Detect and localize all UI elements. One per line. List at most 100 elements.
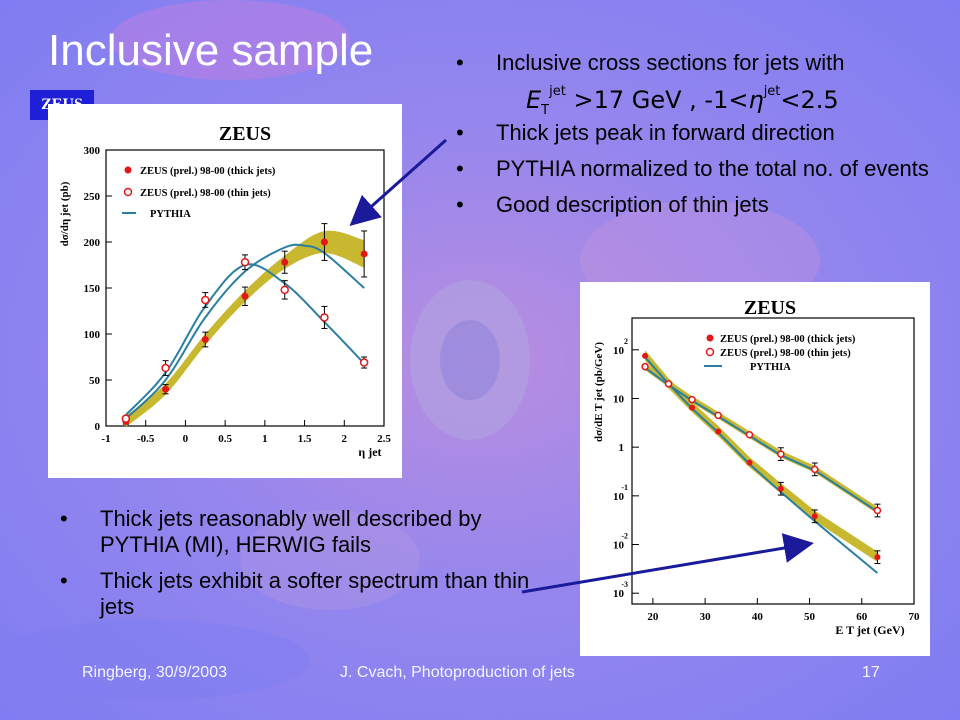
kinematic-cuts-formula: ETjet >17 GeV , -1<ηjet<2.5 (526, 84, 839, 118)
et-thick-point (811, 513, 818, 520)
et-legend-thin-marker (705, 347, 715, 357)
top-bullet-list: Inclusive cross sections for jets with T… (456, 50, 936, 228)
eta-x-tick-label: -0.5 (137, 433, 155, 445)
et-y-tick-label: 10 (613, 393, 625, 405)
et-thick-point (746, 459, 753, 466)
et-thick-band (645, 350, 878, 562)
et-y-tick-label: 10 (613, 491, 625, 503)
eta-thin-point (121, 414, 131, 423)
eta-x-tick-label: 0 (183, 433, 189, 445)
eta-thick-point (162, 385, 170, 393)
et-distribution-plot: ZEUS 10 2 10 1 10 -1 10 -2 10 -3 20 30 40 50 60 70 E T je… (580, 282, 930, 656)
et-x-axis-label: E T jet (GeV) (835, 623, 904, 637)
formula-eta-range: <2.5 (780, 86, 839, 114)
et-x-tick-label: 50 (804, 611, 816, 623)
footer-talk-title: J. Cvach, Photoproduction of jets (340, 664, 575, 681)
et-legend-thick-label: ZEUS (prel.) 98-00 (thick jets) (720, 334, 856, 345)
eta-x-tick-label: -1 (101, 433, 110, 445)
eta-x-tick-label: 1 (262, 433, 268, 445)
et-x-tick-label: 60 (856, 611, 868, 623)
et-thick-point (777, 485, 784, 492)
formula-et-range: >17 GeV , -1< (565, 86, 749, 114)
bullet-thick-forward: Thick jets peak in forward direction (456, 120, 936, 146)
et-y-tick-label: 10 (613, 345, 625, 357)
eta-thin-point (201, 295, 210, 305)
eta-legend-thick-label: ZEUS (prel.) 98-00 (thick jets) (140, 166, 276, 177)
eta-y-tick-label: 0 (95, 421, 101, 433)
eta-thick-point (320, 238, 328, 246)
eta-thin-point (320, 313, 329, 322)
et-legend-thin-label: ZEUS (prel.) 98-00 (thin jets) (720, 348, 851, 359)
et-y-tick-label: 1 (619, 442, 625, 454)
et-y-tick-label: 10 (613, 540, 625, 552)
eta-x-tick-label: 2 (342, 433, 348, 445)
eta-legend-pythia-label: PYTHIA (150, 209, 191, 220)
et-legend-pythia-label: PYTHIA (750, 362, 791, 373)
slide-title: Inclusive sample (48, 26, 374, 75)
et-thin-band (645, 363, 878, 514)
bottom-bullet-list: Thick jets reasonably well described by … (60, 506, 540, 630)
eta-y-tick-label: 300 (84, 145, 101, 157)
eta-thin-point (240, 257, 250, 267)
et-chart-title: ZEUS (744, 297, 796, 319)
et-thin-point (688, 395, 696, 404)
eta-thick-band (125, 230, 365, 427)
et-x-tick-label: 20 (647, 611, 659, 623)
et-x-tick-label: 30 (700, 611, 712, 623)
et-y-tick-exponent: -1 (621, 483, 628, 492)
et-y-tick-exponent: -2 (621, 532, 628, 541)
formula-eta-sup: jet (763, 84, 781, 99)
et-thick-point (642, 352, 649, 359)
et-y-axis-label: dσ/dE T jet (pb/GeV) (593, 342, 605, 442)
eta-thick-point (281, 258, 289, 266)
et-thick-point (715, 428, 722, 435)
bullet-thick-softer: Thick jets exhibit a softer spectrum tha… (60, 568, 540, 620)
footer-location-date: Ringberg, 30/9/2003 (82, 664, 227, 681)
eta-pythia-thick-curve (125, 243, 365, 420)
bullet-pythia-normalized: PYTHIA normalized to the total no. of ev… (456, 156, 936, 182)
eta-y-tick-label: 250 (84, 191, 101, 203)
eta-x-tick-label: 0.5 (218, 433, 232, 445)
et-thin-point (777, 450, 785, 458)
et-y-tick-exponent: 2 (624, 337, 628, 346)
eta-y-tick-label: 150 (84, 283, 101, 295)
eta-distribution-plot: ZEUS 0 50 100 150 200 250 300 -1 -0.5 0 0.5 1 1.5 2 2.5… (48, 104, 402, 478)
eta-thin-point (280, 285, 289, 295)
eta-x-tick-label: 1.5 (298, 433, 312, 445)
eta-thick-point (360, 250, 368, 258)
eta-y-tick-label: 100 (84, 329, 101, 341)
eta-x-tick-label: 2.5 (377, 433, 391, 445)
et-legend-thick-marker (706, 334, 714, 342)
eta-thin-point (161, 363, 170, 373)
eta-thin-point (359, 358, 369, 367)
et-thin-point (873, 506, 882, 515)
et-y-tick-exponent: -3 (621, 580, 628, 589)
bullet-cross-sections: Inclusive cross sections for jets with (456, 50, 936, 76)
et-x-tick-label: 70 (909, 611, 921, 623)
formula-eta: η (748, 86, 764, 114)
et-pythia-thick-curve (644, 356, 879, 574)
et-thick-point (689, 404, 696, 411)
et-thin-point (641, 362, 649, 371)
et-thin-point (664, 380, 673, 388)
eta-y-tick-label: 50 (89, 375, 101, 387)
eta-thick-point (201, 336, 209, 344)
et-thick-point (874, 554, 881, 561)
footer-page-number: 17 (862, 664, 880, 681)
bullet-thin-description: Good description of thin jets (456, 192, 936, 218)
et-y-tick-label: 10 (613, 588, 625, 600)
eta-y-tick-label: 200 (84, 237, 101, 249)
eta-x-axis-label: η jet (358, 445, 381, 459)
et-thin-point (811, 465, 819, 474)
formula-et: E (526, 86, 542, 114)
bullet-thick-pythia: Thick jets reasonably well described by … (60, 506, 540, 558)
formula-et-sup: jet (549, 84, 566, 99)
et-thin-point (745, 430, 754, 439)
et-plot-frame (631, 317, 915, 605)
formula-et-sub: T (541, 102, 550, 118)
et-x-tick-label: 40 (752, 611, 764, 623)
eta-legend-thin-marker (123, 187, 133, 197)
eta-chart-title: ZEUS (219, 123, 271, 145)
et-thin-point (714, 411, 722, 420)
